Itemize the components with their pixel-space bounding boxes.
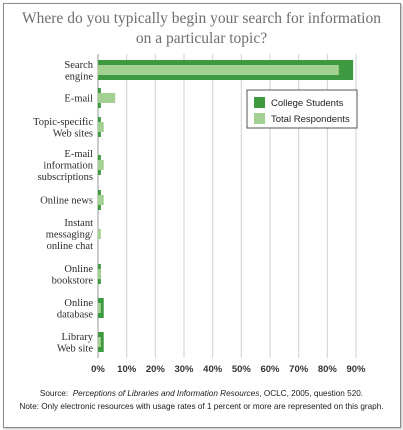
legend-label-1: Total Respondents	[271, 114, 350, 125]
category-label-line: E-mail	[64, 94, 93, 105]
x-tick-label-7: 70%	[289, 364, 309, 375]
category-label-line: database	[57, 309, 93, 320]
x-tick-label-8: 80%	[318, 364, 338, 375]
legend-swatch-1	[254, 113, 265, 124]
x-tick-label-6: 60%	[260, 364, 280, 375]
x-tick-label-2: 20%	[146, 364, 166, 375]
bar-total-respondents-1	[98, 93, 116, 103]
category-label-4: Online news	[40, 196, 93, 207]
x-tick-label-5: 50%	[232, 364, 252, 375]
legend-label-0: College Students	[271, 98, 344, 109]
bar-total-respondents-7	[98, 303, 101, 313]
category-label-line: Web sites	[53, 128, 93, 139]
legend-box	[246, 89, 358, 129]
bar-total-respondents-5	[98, 229, 101, 239]
source-line: Source: Perceptions of Libraries and Inf…	[0, 389, 403, 398]
bar-total-respondents-0	[98, 65, 339, 75]
bar-total-respondents-3	[98, 160, 104, 170]
category-label-line: subscriptions	[38, 172, 93, 183]
bar-total-respondents-8	[98, 337, 101, 347]
category-label-line: Topic-specific	[33, 117, 93, 128]
category-label-line: Search	[64, 60, 93, 71]
x-tick-label-1: 10%	[117, 364, 137, 375]
category-label-5: Instant messaging/online chat	[46, 218, 93, 252]
category-label-line: bookstore	[52, 275, 94, 286]
bar-total-respondents-6	[98, 269, 101, 279]
category-label-line: Library	[62, 332, 94, 343]
footnote: Note: Only electronic resources with usa…	[19, 402, 384, 411]
legend-swatch-0	[254, 97, 265, 108]
category-label-line: Online	[64, 264, 93, 275]
category-label-line: Online news	[40, 196, 93, 207]
category-label-line: online chat	[47, 241, 93, 252]
category-label-6: Online bookstore	[52, 264, 94, 287]
category-label-line: engine	[65, 71, 93, 82]
source-title: Perceptions of Libraries and Information…	[72, 389, 260, 398]
source-prefix: Source:	[39, 389, 69, 398]
category-label-7: Online database	[57, 298, 93, 321]
category-label-8: Library Web site	[57, 332, 94, 355]
category-label-3: E-mail information subscriptions	[38, 149, 94, 183]
x-tick-label-4: 40%	[203, 364, 223, 375]
category-label-1: E-mail	[64, 94, 93, 105]
category-label-line: messaging/	[46, 230, 93, 241]
chart-title-line-1: Where do you typically begin your search…	[22, 10, 381, 27]
bar-total-respondents-4	[98, 195, 104, 205]
source-suffix: , OCLC, 2005, question 520.	[259, 389, 364, 398]
x-tick-label-3: 30%	[174, 364, 194, 375]
category-label-line: information	[43, 161, 93, 172]
category-label-line: Online	[64, 298, 93, 309]
bar-total-respondents-2	[98, 122, 104, 132]
category-label-line: E-mail	[64, 149, 93, 160]
x-tick-label-9: 90%	[346, 364, 366, 375]
category-label-2: Topic-specific Web sites	[33, 117, 93, 140]
chart-title-line-2: on a particular topic?	[135, 30, 268, 47]
chart-title: Where do you typically begin your search…	[0, 9, 403, 49]
category-label-line: Web site	[57, 343, 94, 354]
x-tick-label-0: 0%	[91, 364, 105, 375]
category-label-0: Search engine	[64, 60, 93, 83]
category-label-line: Instant	[64, 218, 93, 229]
